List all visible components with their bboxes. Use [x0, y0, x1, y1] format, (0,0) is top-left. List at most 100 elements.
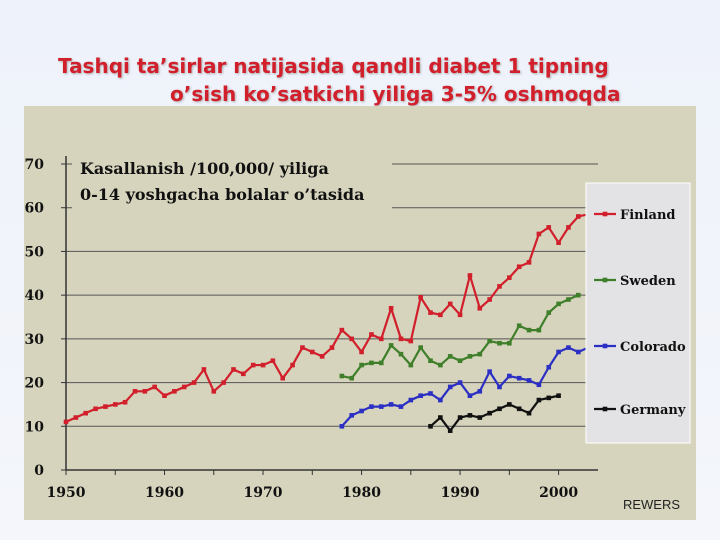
- legend-label-colorado: Colorado: [620, 340, 686, 355]
- data-point-finland: [339, 327, 345, 333]
- data-point-colorado: [369, 404, 374, 409]
- data-point-finland: [63, 419, 69, 425]
- data-point-germany: [477, 415, 483, 420]
- data-point-finland: [438, 312, 443, 318]
- data-point-germany: [487, 410, 492, 416]
- data-point-finland: [309, 349, 315, 355]
- data-point-sweden: [447, 354, 453, 359]
- data-point-finland: [270, 358, 276, 364]
- slide-title: Tashqi ta’sirlar natijasida qandli diabe…: [0, 52, 720, 108]
- y-tick-label: 30: [25, 332, 45, 348]
- legend-marker-finland: [602, 211, 608, 217]
- data-point-sweden: [369, 360, 374, 366]
- data-point-finland: [319, 354, 325, 359]
- data-point-finland: [477, 305, 483, 311]
- data-point-colorado: [575, 349, 581, 355]
- data-point-germany: [546, 395, 552, 401]
- data-point-germany: [467, 413, 473, 418]
- x-tick-label: 2000: [539, 485, 578, 501]
- data-point-finland: [369, 332, 374, 337]
- data-point-finland: [575, 214, 581, 219]
- data-point-finland: [487, 297, 492, 302]
- data-point-finland: [546, 225, 552, 230]
- data-point-finland: [507, 275, 512, 280]
- data-point-finland: [280, 375, 286, 381]
- legend-label-sweden: Sweden: [620, 274, 676, 289]
- data-point-finland: [349, 336, 355, 342]
- data-point-colorado: [339, 423, 345, 429]
- data-point-finland: [566, 225, 571, 230]
- data-point-sweden: [477, 351, 483, 357]
- data-point-sweden: [438, 362, 443, 368]
- chart-annotation: 0-14 yoshgacha bolalar o’tasida: [80, 185, 364, 204]
- data-point-colorado: [428, 391, 433, 396]
- data-point-sweden: [507, 340, 512, 346]
- data-point-sweden: [418, 345, 423, 350]
- data-point-sweden: [566, 297, 571, 302]
- data-point-finland: [398, 336, 404, 342]
- data-point-colorado: [487, 369, 492, 374]
- data-point-sweden: [516, 323, 522, 329]
- data-point-finland: [132, 389, 138, 394]
- data-point-colorado: [477, 389, 483, 394]
- data-point-finland: [378, 336, 384, 342]
- data-point-sweden: [428, 358, 433, 364]
- data-point-finland: [497, 284, 502, 289]
- data-point-finland: [231, 367, 236, 372]
- data-point-germany: [447, 428, 453, 433]
- data-point-sweden: [457, 358, 463, 364]
- data-point-finland: [388, 305, 394, 311]
- data-point-finland: [447, 301, 453, 307]
- data-point-sweden: [497, 340, 502, 346]
- x-tick-label: 1980: [342, 485, 381, 501]
- data-point-germany: [556, 393, 561, 398]
- y-tick-label: 0: [34, 463, 44, 479]
- x-tick-label: 1950: [47, 485, 86, 501]
- data-point-colorado: [359, 408, 364, 414]
- data-point-colorado: [378, 404, 384, 409]
- data-point-germany: [516, 406, 522, 412]
- source-label: REWERS: [622, 497, 680, 512]
- data-point-finland: [122, 399, 128, 405]
- data-point-finland: [428, 310, 433, 315]
- data-point-sweden: [398, 351, 404, 357]
- legend-label-finland: Finland: [620, 208, 676, 223]
- data-point-finland: [418, 295, 423, 300]
- annotation-box: [72, 154, 392, 210]
- data-point-germany: [507, 402, 512, 407]
- data-point-finland: [172, 389, 177, 394]
- x-tick-label: 1970: [244, 485, 283, 501]
- data-point-finland: [201, 367, 207, 372]
- data-point-colorado: [526, 378, 532, 383]
- data-point-finland: [73, 415, 79, 420]
- chart-annotation: Kasallanish /100,000/ yiliga: [80, 159, 329, 178]
- legend-marker-germany: [602, 406, 608, 412]
- data-point-colorado: [497, 384, 502, 390]
- data-point-sweden: [526, 327, 532, 333]
- data-point-germany: [457, 415, 463, 420]
- data-point-germany: [536, 397, 542, 403]
- data-point-germany: [526, 410, 532, 416]
- data-point-colorado: [447, 384, 453, 390]
- x-tick-label: 1990: [441, 485, 480, 501]
- data-point-colorado: [566, 345, 571, 350]
- data-point-finland: [181, 384, 187, 390]
- data-point-finland: [359, 349, 364, 355]
- data-point-colorado: [408, 397, 414, 403]
- data-point-finland: [191, 380, 197, 385]
- y-tick-label: 10: [25, 419, 45, 435]
- data-point-sweden: [575, 292, 581, 298]
- title-line-1: Tashqi ta’sirlar natijasida qandli diabe…: [58, 54, 609, 78]
- data-point-sweden: [487, 338, 492, 344]
- legend-box: [585, 182, 691, 444]
- data-point-finland: [112, 402, 118, 407]
- data-point-finland: [250, 362, 256, 368]
- data-point-sweden: [378, 360, 384, 366]
- data-point-finland: [300, 345, 305, 350]
- data-point-colorado: [536, 382, 542, 388]
- data-point-sweden: [339, 373, 345, 379]
- data-point-colorado: [467, 393, 473, 398]
- data-point-finland: [93, 406, 98, 412]
- data-point-colorado: [398, 404, 404, 409]
- data-point-germany: [438, 415, 443, 420]
